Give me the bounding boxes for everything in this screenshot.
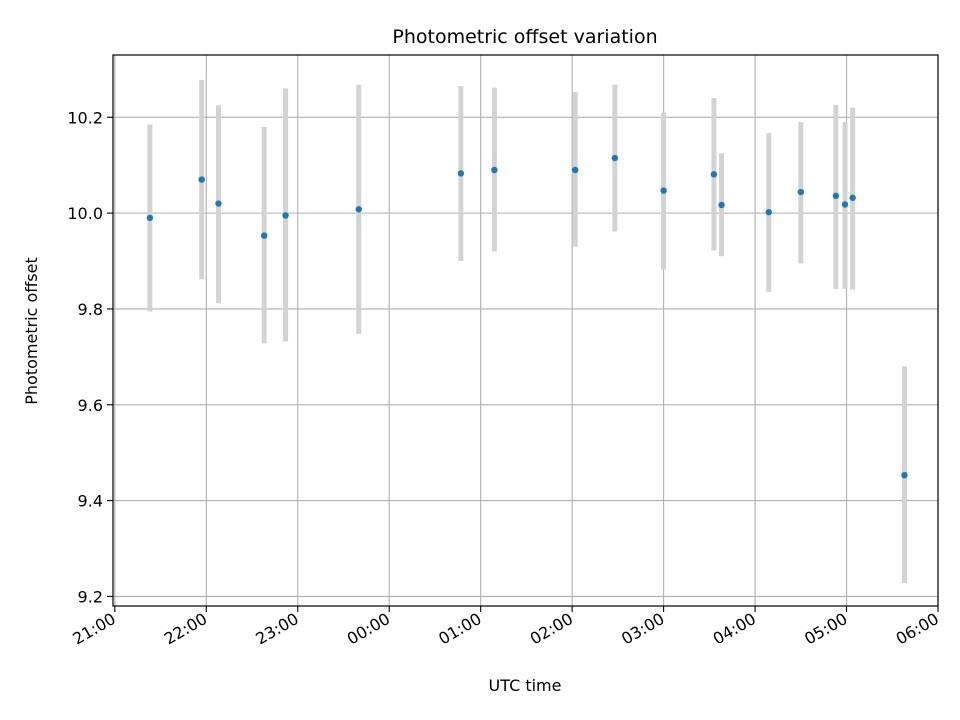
data-point [355,206,362,213]
data-point [491,166,498,174]
y-axis-ticks: 9.2 9.4 9.6 9.8 10.0 10.2 [67,108,113,606]
data-point [198,176,205,183]
data-point [282,212,289,219]
x-tick-label: 05:00 [801,609,850,649]
data-point [710,171,718,178]
y-tick-label: 9.4 [78,492,103,511]
data-point [765,208,772,216]
point-layer [146,154,908,479]
x-axis-ticks: 21:00 22:00 23:00 00:00 01:00 02:00 03:00 04:00… [69,606,942,649]
x-tick-label: 03:00 [618,609,667,649]
x-tick-label: 23:00 [252,609,301,649]
y-tick-label: 9.2 [78,587,103,606]
y-tick-label: 9.8 [78,300,103,319]
plot-frame [112,54,939,607]
x-tick-label: 02:00 [527,609,576,649]
data-point [718,201,725,209]
y-axis-label: Photometric offset [22,257,41,405]
x-tick-label: 06:00 [893,609,942,649]
data-point [215,200,222,207]
data-point [611,154,619,162]
data-point [457,170,465,177]
x-tick-label: 22:00 [161,609,210,649]
data-point [571,166,579,174]
x-tick-label: 04:00 [710,609,759,649]
x-axis-label: UTC time [489,676,562,695]
x-tick-label: 00:00 [344,609,393,649]
data-point [901,471,908,479]
grid-layer [113,55,939,606]
y-tick-label: 9.6 [78,396,103,415]
data-point [660,187,667,194]
data-point [146,214,154,222]
data-point [849,194,856,201]
data-point [261,232,268,239]
data-point [841,201,849,208]
x-tick-label: 21:00 [69,609,118,649]
data-point [832,192,840,200]
x-tick-label: 01:00 [435,609,484,649]
y-tick-label: 10.0 [67,204,103,223]
chart-title: Photometric offset variation [392,26,657,48]
y-tick-label: 10.2 [67,108,103,127]
errorbar-layer [147,79,907,584]
data-point [797,188,805,196]
